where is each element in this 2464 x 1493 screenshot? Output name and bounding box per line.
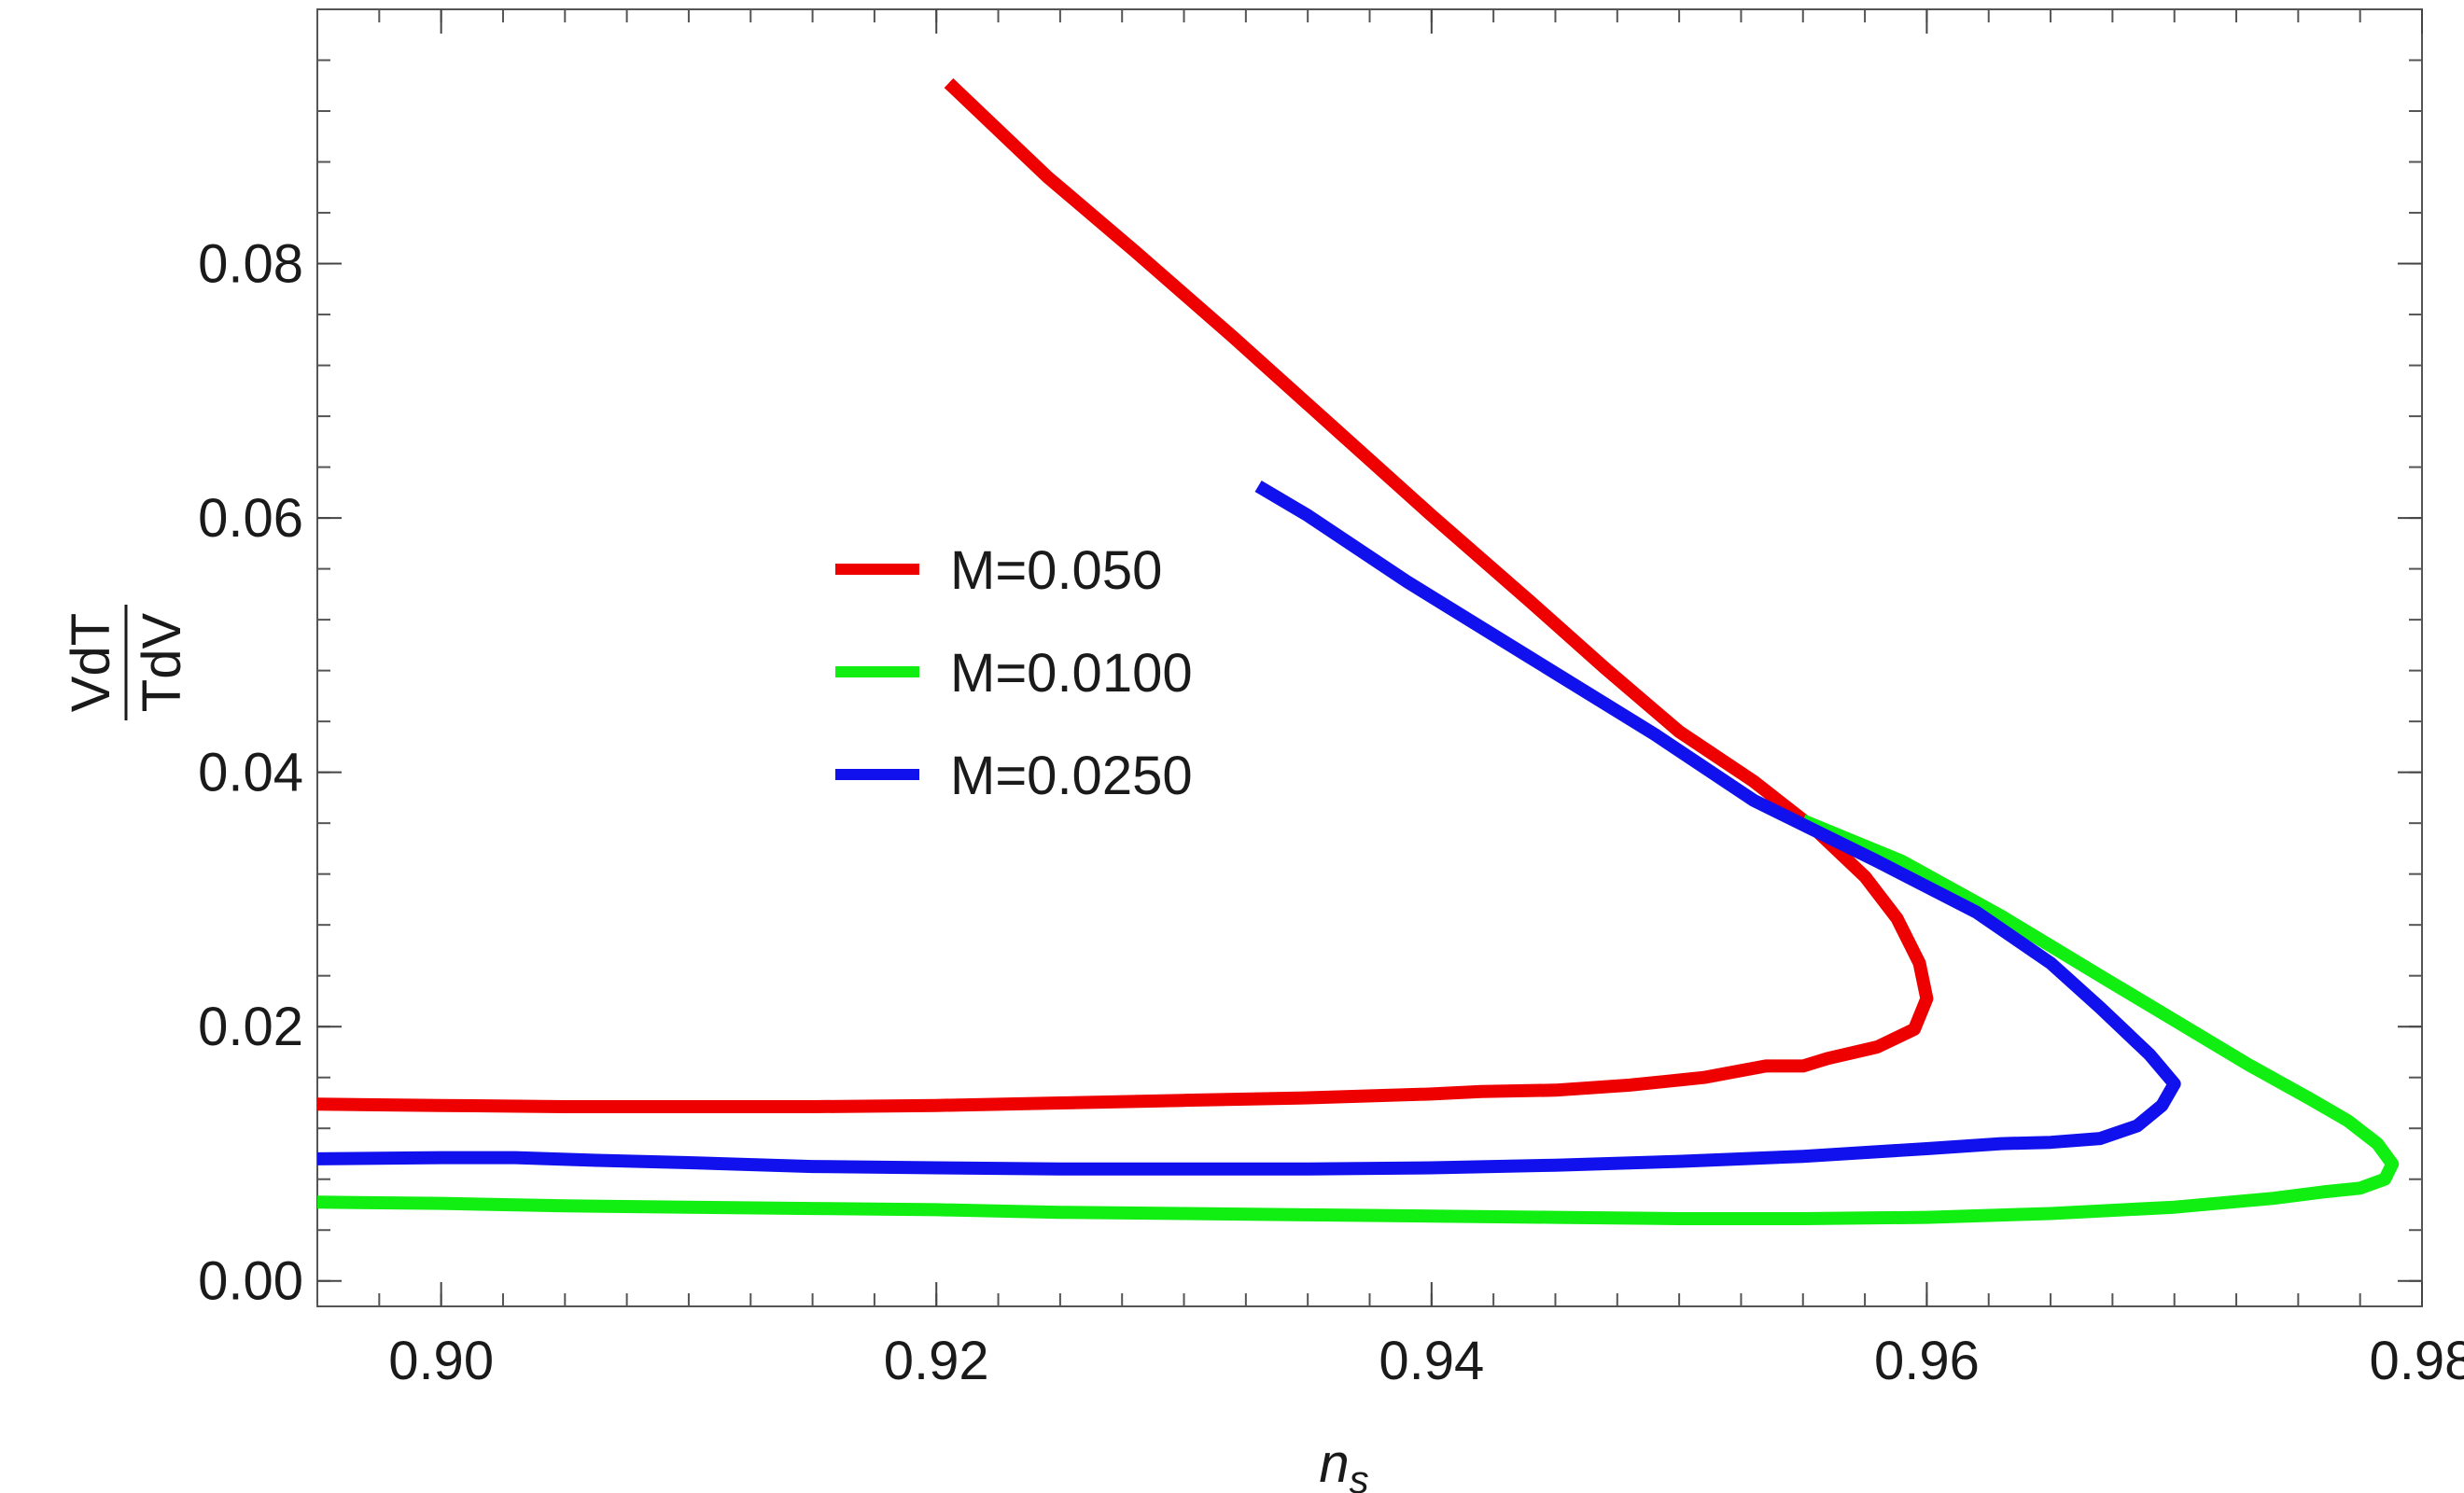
series-lines xyxy=(316,77,2400,1225)
y-tick-label: 0.00 xyxy=(198,1251,303,1312)
ticks xyxy=(316,9,2423,1306)
legend-label: M=0.0100 xyxy=(950,643,1193,704)
y-axis-label: VdT TdV xyxy=(61,605,192,720)
series-line-m-0-0250 xyxy=(316,480,2181,1176)
x-tick-label: 0.96 xyxy=(1874,1331,1980,1391)
legend-label: M=0.050 xyxy=(950,540,1162,601)
y-tick-label: 0.06 xyxy=(198,488,303,549)
x-axis-label: ns xyxy=(1319,1433,1368,1493)
y-tick-label: 0.02 xyxy=(198,997,303,1057)
y-tick-label: 0.04 xyxy=(198,743,303,803)
legend: M=0.050 M=0.0100 M=0.0250 xyxy=(835,540,1193,806)
x-tick-label: 0.98 xyxy=(2370,1331,2464,1391)
x-tick-label: 0.94 xyxy=(1379,1331,1484,1391)
series-line-m-0-0100 xyxy=(316,814,2400,1225)
x-tick-label: 0.90 xyxy=(388,1331,494,1391)
legend-label: M=0.0250 xyxy=(950,746,1193,806)
y-tick-label: 0.08 xyxy=(198,234,303,295)
x-tick-label: 0.92 xyxy=(884,1331,989,1391)
y-axis-label-numerator: VdT xyxy=(61,613,121,712)
tick-labels: 0.90 0.92 0.94 0.96 0.98 0.00 0.02 0.04 0.06 0.08 xyxy=(198,234,2464,1391)
series-line-m-0-050 xyxy=(316,77,1934,1113)
y-axis-label-denominator: TdV xyxy=(132,613,192,713)
